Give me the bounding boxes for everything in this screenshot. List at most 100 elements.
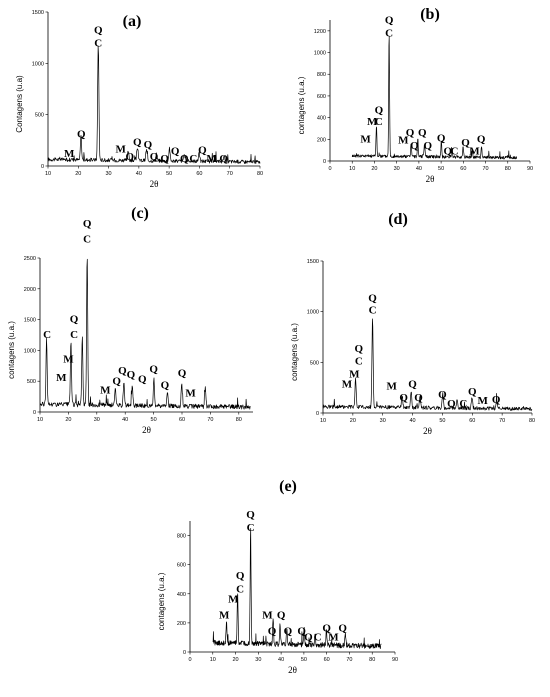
peak-annotation: Q — [144, 139, 153, 151]
x-tick-label: 10 — [210, 657, 216, 663]
peak-annotation: C — [385, 27, 393, 39]
x-tick-label: 30 — [94, 417, 100, 423]
x-tick-label: 20 — [75, 171, 81, 177]
y-tick-label: 1000 — [24, 348, 36, 354]
peak-annotation: Q — [437, 132, 446, 144]
peak-annotation: Q — [418, 127, 427, 139]
x-axis-label: 2θ — [423, 426, 432, 436]
peak-annotation: C — [369, 305, 377, 317]
x-tick-label: 50 — [439, 418, 445, 424]
peak-annotation: M — [219, 610, 230, 622]
peak-annotation: Q — [70, 314, 79, 326]
x-tick-label: 90 — [527, 166, 533, 172]
xrd-trace — [351, 36, 518, 160]
x-tick-label: 10 — [320, 418, 326, 424]
peak-annotation: C — [314, 631, 322, 643]
peak-annotation: Q — [112, 375, 121, 387]
peak-annotation: C — [43, 329, 51, 341]
y-axis-label: contagens (u.a.) — [157, 572, 166, 630]
peak-annotation: Q — [477, 134, 486, 146]
x-tick-label: 30 — [380, 418, 386, 424]
y-tick-label: 1000 — [307, 310, 319, 316]
peak-annotation: Q — [355, 343, 364, 355]
x-tick-label: 0 — [188, 657, 191, 663]
peak-annotation: M — [478, 395, 489, 407]
peak-annotation: Q — [447, 398, 456, 410]
y-tick-label: 0 — [183, 650, 186, 656]
x-tick-label: 40 — [278, 657, 284, 663]
x-tick-label: 40 — [410, 418, 416, 424]
panel-label: (a) — [123, 13, 142, 30]
x-tick-label: 20 — [232, 657, 238, 663]
peak-annotation: Q — [399, 392, 408, 404]
y-tick-label: 500 — [27, 379, 36, 385]
x-tick-label: 70 — [207, 417, 213, 423]
x-tick-label: 80 — [505, 166, 511, 172]
xrd-trace — [322, 318, 533, 412]
x-tick-label: 90 — [392, 657, 398, 663]
peak-annotation: Q — [277, 610, 286, 622]
peak-annotation: M — [349, 369, 360, 381]
peak-annotation: Q — [268, 626, 277, 638]
x-tick-label: 50 — [438, 166, 444, 172]
peak-annotation: Q — [338, 623, 347, 635]
x-axis-label: 2θ — [426, 174, 435, 184]
x-tick-label: 70 — [499, 418, 505, 424]
peak-annotation: M — [342, 379, 353, 391]
x-tick-label: 10 — [45, 171, 51, 177]
x-tick-label: 70 — [346, 657, 352, 663]
y-axis-label: Contagens (u.a) — [15, 75, 24, 133]
x-tick-label: 60 — [179, 417, 185, 423]
peak-annotation: Q — [368, 293, 377, 305]
y-tick-label: 600 — [177, 563, 186, 569]
x-tick-label: 70 — [227, 171, 233, 177]
y-tick-label: 0 — [323, 159, 326, 165]
peak-annotation: Q — [410, 140, 419, 152]
y-tick-label: 0 — [33, 410, 36, 416]
y-tick-label: 2000 — [24, 287, 36, 293]
peak-annotation: Q — [149, 364, 158, 376]
peak-annotation: Q — [236, 570, 245, 582]
panel-a: 10 20 30 40 50 60 70 80 0 500 1000 1500 Contagens (u… — [15, 10, 263, 189]
peak-annotation: M — [100, 385, 111, 397]
x-axis-label: 2θ — [288, 665, 297, 675]
x-tick-label: 30 — [394, 166, 400, 172]
panel-e: 0 10 20 30 40 50 60 70 80 90 0 200 400 600 800 contagen… — [157, 478, 398, 675]
peak-annotation: C — [83, 234, 91, 246]
peak-annotation: Q — [414, 392, 423, 404]
y-tick-label: 2500 — [24, 256, 36, 262]
y-tick-label: 0 — [41, 164, 44, 170]
x-tick-label: 60 — [196, 171, 202, 177]
x-tick-label: 80 — [257, 171, 263, 177]
peak-annotation: C — [355, 355, 363, 367]
peak-annotation: Q — [138, 373, 147, 385]
peak-annotation: Q — [385, 14, 394, 26]
peak-annotation: Q — [468, 386, 477, 398]
x-tick-label: 20 — [350, 418, 356, 424]
peak-annotation: Q — [304, 631, 313, 643]
axis-frame — [47, 12, 260, 167]
y-tick-label: 600 — [317, 94, 326, 100]
x-axis-label: 2θ — [142, 425, 151, 435]
peak-annotation: M — [328, 631, 339, 643]
peak-annotation: M — [64, 148, 75, 160]
y-tick-label: 800 — [177, 534, 186, 540]
x-tick-label: 50 — [166, 171, 172, 177]
peak-annotation: C — [236, 583, 244, 595]
x-tick-label: 30 — [255, 657, 261, 663]
peak-annotation: M — [185, 388, 196, 400]
peak-annotation: M — [367, 116, 378, 128]
y-tick-label: 1000 — [314, 51, 326, 57]
x-tick-label: 50 — [151, 417, 157, 423]
y-axis-label: contagens (u.a.) — [7, 321, 16, 379]
peak-annotation: M — [228, 594, 239, 606]
x-tick-label: 50 — [301, 657, 307, 663]
peak-annotation: C — [247, 522, 255, 534]
peak-annotation: C — [189, 153, 197, 165]
peak-annotation: M — [206, 153, 217, 165]
peak-annotation: Q — [150, 151, 159, 163]
panel-label: (e) — [279, 478, 297, 495]
peak-annotation: Q — [438, 389, 447, 401]
axis-frame — [189, 521, 395, 653]
